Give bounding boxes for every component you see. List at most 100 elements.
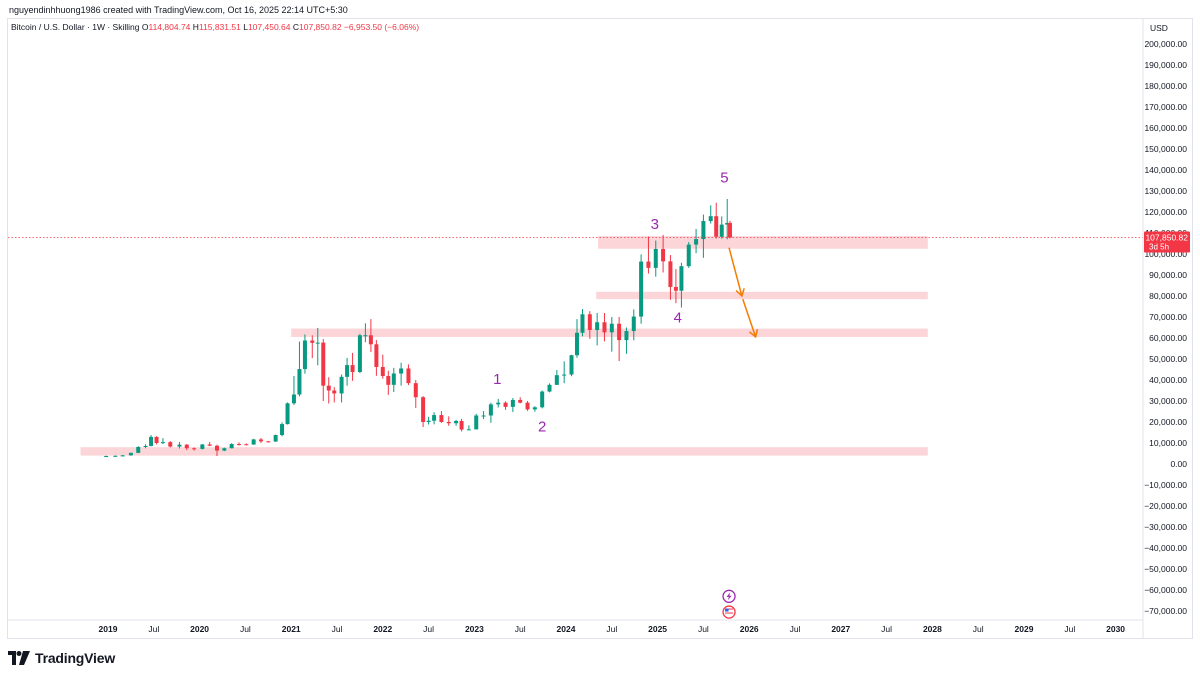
candle-body [574,332,579,356]
candle [207,441,212,447]
us-flag-event-icon[interactable] [722,605,736,619]
candle [143,444,148,449]
candle [297,341,302,397]
candle-body [363,335,368,337]
lightning-bolt [726,592,732,601]
symbol-name: Bitcoin / U.S. Dollar · 1W · Skilling [11,22,140,32]
candle-body [668,261,673,287]
support-resistance-zone[interactable] [291,328,928,337]
candle-body [391,373,396,385]
arrow-head [735,288,745,298]
y-tick-label: −20,000.00 [1144,501,1187,511]
candle-body [244,444,249,446]
candle [653,240,658,277]
candle [617,317,622,362]
candle-body [339,376,344,394]
candle-body [149,436,154,446]
candle-body [446,422,451,424]
candle-body [136,446,141,453]
candle-body [496,402,501,405]
candle [525,401,530,411]
x-tick-label: 2030 [1106,624,1125,634]
tradingview-footer[interactable]: TradingView [8,650,115,666]
candle [661,234,666,273]
candle [244,443,249,446]
candle-body [454,420,459,424]
candle-body [562,374,567,376]
candle-body [310,340,315,343]
y-tick-label: −70,000.00 [1144,606,1187,616]
close-value: 107,850.82 [299,22,342,32]
y-tick-label: 160,000.00 [1144,123,1187,133]
candle [251,438,256,445]
candle [466,425,471,431]
candle-body [222,448,227,451]
candle [719,216,724,239]
currency-label[interactable]: USD [1150,23,1168,33]
candle-body [386,376,391,385]
candle [587,311,592,339]
candle-body [474,415,479,430]
candle [631,309,636,341]
candle [580,309,585,337]
candle [222,447,227,452]
candle-body [609,323,614,333]
candle-body [207,444,212,446]
candle-body [326,385,331,391]
candle [350,352,355,381]
support-resistance-zone[interactable] [596,291,928,300]
candle-body [481,415,486,417]
candle [266,440,271,443]
candle [374,340,379,376]
candle-body [686,244,691,267]
x-tick-label: 2027 [831,624,850,634]
projection-arrow[interactable] [728,247,745,298]
candle-body [184,444,189,449]
flag-canton [725,608,729,612]
candle-body [302,340,307,370]
candle [532,406,537,412]
high-value: 115,831.51 [198,22,241,32]
candle-body [177,444,182,447]
candle-body [673,286,678,291]
support-resistance-zone[interactable] [80,447,928,456]
candle-body [595,322,600,331]
support-resistance-zone[interactable] [598,236,928,249]
candle-body [285,403,290,425]
candle [229,443,234,449]
lightning-event-icon[interactable] [722,589,736,603]
y-tick-label: 10,000.00 [1149,438,1187,448]
candle-body [426,420,431,422]
y-tick-label: 30,000.00 [1149,396,1187,406]
candle-body [639,261,644,317]
last-price-tag-bg [1144,231,1190,253]
candle-body [168,442,173,447]
x-tick-label: Jul [148,624,159,634]
candle [679,262,684,308]
candle [510,398,515,412]
candle [421,395,426,428]
candle [609,317,614,352]
candle-body [617,323,622,341]
candle-body [661,248,666,262]
candle-body [357,335,362,373]
candle [454,419,459,426]
wave-label: 2 [538,418,546,435]
arrow-shaft [742,298,757,338]
candle [332,387,337,403]
low-label: L [243,22,248,32]
candle-body [104,456,109,458]
projection-arrow[interactable] [742,298,759,339]
candle-body [547,384,552,392]
y-tick-label: 20,000.00 [1149,417,1187,427]
bar-countdown: 3d 5h [1149,243,1169,252]
candle [426,416,431,425]
candle [154,436,159,445]
x-tick-label: 2023 [465,624,484,634]
x-tick-label: Jul [515,624,526,634]
candle-body [113,455,118,457]
candle [315,327,320,366]
candle-body [413,383,418,398]
candle [280,422,285,437]
